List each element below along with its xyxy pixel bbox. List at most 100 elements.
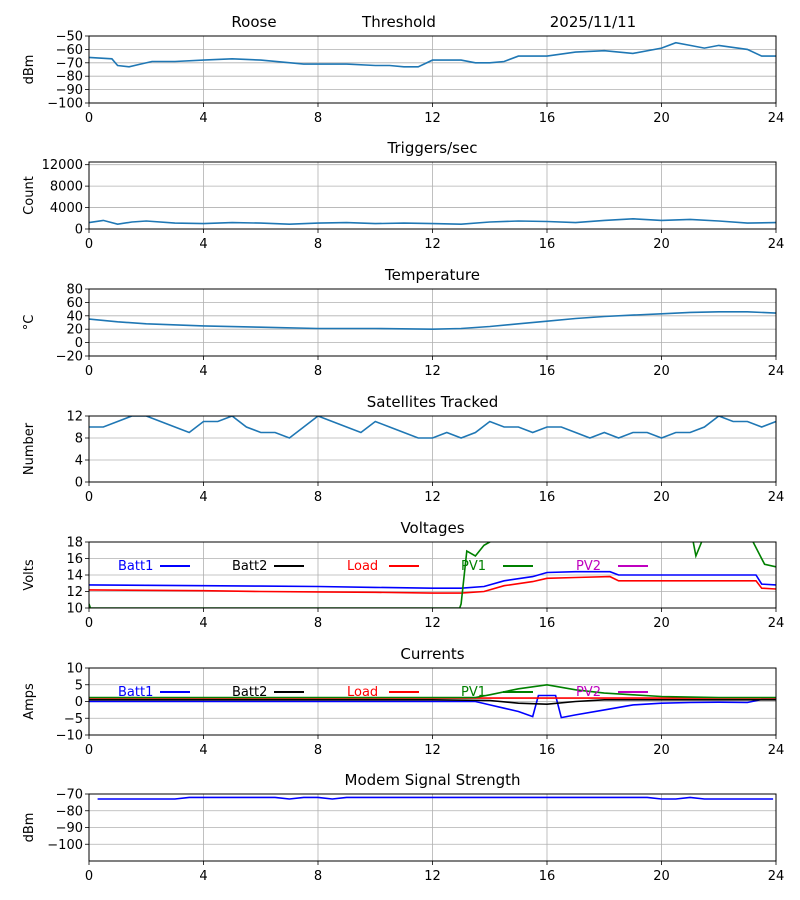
panel-title: Satellites Tracked (367, 393, 498, 411)
legend-label-batt2: Batt2 (232, 685, 267, 700)
x-tick-label: 20 (653, 743, 670, 758)
x-tick-label: 4 (199, 616, 207, 631)
x-tick-label: 12 (424, 869, 441, 884)
y-tick-label: 4000 (50, 201, 83, 216)
y-tick-label: −90 (56, 821, 83, 836)
panel-satellites: 0 4 8 12 16 20 24 0 4 8 12 Satellites Tracked Number (22, 393, 784, 505)
x-tick-label: 16 (539, 869, 556, 884)
x-tick-label: 8 (314, 869, 322, 884)
x-tick-label: 24 (768, 869, 785, 884)
panel-modem: 0 4 8 12 16 20 24 −70−80 −90 −100 Modem Signal Str… (22, 771, 784, 884)
y-tick-label: −90 (56, 83, 83, 98)
header-mode: Threshold (361, 13, 436, 31)
legend-label-batt2: Batt2 (232, 559, 267, 574)
series-line-main (89, 217, 776, 226)
x-tick-label: 12 (424, 616, 441, 631)
y-tick-label: −20 (56, 350, 83, 365)
y-axis-label: Volts (22, 559, 37, 591)
x-tick-label: 12 (424, 237, 441, 252)
x-tick-label: 8 (314, 490, 322, 505)
y-tick-label: 20 (66, 323, 83, 338)
x-tick-label: 4 (199, 364, 207, 379)
series-line-batt2 (89, 698, 776, 706)
x-tick-label: 8 (314, 111, 322, 126)
x-tick-label: 4 (199, 237, 207, 252)
x-tick-label: 0 (85, 490, 93, 505)
x-tick-label: 12 (424, 490, 441, 505)
x-tick-label: 8 (314, 616, 322, 631)
y-tick-label: 12 (66, 585, 83, 600)
x-tick-label: 24 (768, 111, 785, 126)
x-tick-label: 24 (768, 237, 785, 252)
x-tick-label: 4 (199, 490, 207, 505)
y-tick-label: −70 (56, 788, 83, 803)
y-tick-label: 0 (75, 336, 83, 351)
x-tick-label: 20 (653, 237, 670, 252)
x-tick-label: 16 (539, 237, 556, 252)
y-tick-label: 0 (75, 695, 83, 710)
y-tick-label: −5 (64, 712, 83, 727)
y-axis-label: Count (22, 176, 37, 215)
header-date: 2025/11/11 (550, 13, 636, 31)
x-tick-label: 16 (539, 743, 556, 758)
y-axis-label: dBm (22, 813, 37, 843)
y-tick-label: −80 (56, 804, 83, 819)
panel-title: Temperature (384, 266, 480, 284)
x-tick-label: 20 (653, 364, 670, 379)
legend-label-batt1: Batt1 (118, 559, 153, 574)
x-tick-label: 20 (653, 490, 670, 505)
series-line-pv1 (89, 542, 776, 608)
panel-title: Modem Signal Strength (345, 771, 521, 789)
y-tick-label: 5 (75, 678, 83, 693)
x-tick-label: 0 (85, 237, 93, 252)
y-tick-label: −50 (56, 30, 83, 45)
y-axis-label: Number (22, 422, 37, 475)
y-tick-label: 8000 (50, 180, 83, 195)
y-tick-label: −60 (56, 43, 83, 58)
y-tick-label: −100 (47, 838, 83, 853)
y-tick-label: 12000 (42, 158, 83, 173)
x-tick-label: 0 (85, 743, 93, 758)
y-tick-label: −10 (56, 729, 83, 744)
x-tick-label: 20 (653, 111, 670, 126)
x-tick-label: 16 (539, 616, 556, 631)
y-tick-label: 10 (66, 662, 83, 677)
y-axis-label: dBm (22, 55, 37, 85)
legend-label-load: Load (347, 559, 378, 574)
series-line-main (89, 41, 776, 68)
y-axis-label: Amps (22, 683, 37, 720)
panel-title: Currents (400, 645, 464, 663)
x-tick-label: 16 (539, 364, 556, 379)
y-tick-label: 8 (75, 432, 83, 447)
x-tick-label: 0 (85, 616, 93, 631)
y-tick-label: 14 (66, 569, 83, 584)
legend-label-pv1: PV1 (461, 685, 486, 700)
series-line-main (89, 416, 776, 439)
x-tick-label: 20 (653, 869, 670, 884)
x-tick-label: 8 (314, 364, 322, 379)
x-tick-label: 24 (768, 490, 785, 505)
series-line-batt1 (89, 570, 776, 590)
series-line-main (89, 310, 776, 331)
panel-rssi: 0 4 8 12 16 20 24 −50−60−70−80−90−100 dBm (22, 30, 784, 127)
y-tick-label: 16 (66, 552, 83, 567)
x-tick-label: 16 (539, 111, 556, 126)
x-tick-label: 4 (199, 869, 207, 884)
y-tick-label: 60 (66, 296, 83, 311)
legend-label-load: Load (347, 685, 378, 700)
x-tick-label: 12 (424, 743, 441, 758)
y-tick-label: −80 (56, 70, 83, 85)
x-tick-label: 0 (85, 111, 93, 126)
y-tick-label: 0 (75, 476, 83, 491)
x-tick-label: 4 (199, 111, 207, 126)
x-tick-label: 12 (424, 364, 441, 379)
panel-title: Voltages (400, 519, 464, 537)
legend-label-pv1: PV1 (461, 559, 486, 574)
legend-label-batt1: Batt1 (118, 685, 153, 700)
y-tick-label: 18 (66, 536, 83, 551)
series-line-load (89, 575, 776, 594)
x-tick-label: 16 (539, 490, 556, 505)
